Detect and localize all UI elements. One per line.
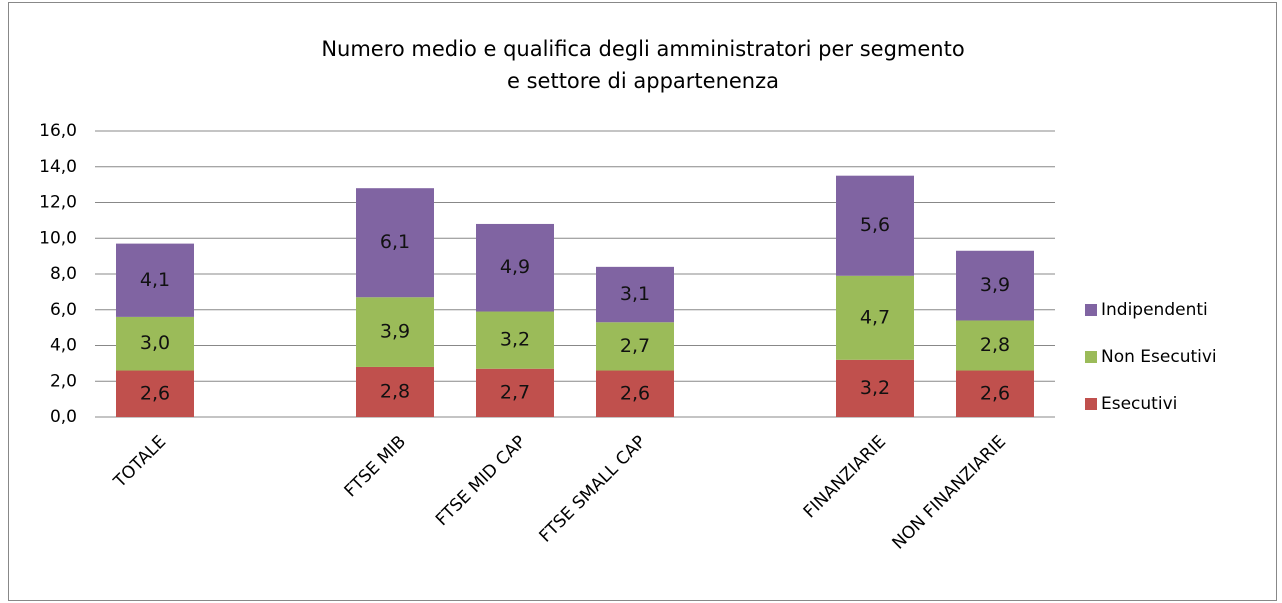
bar-segment — [596, 322, 674, 371]
bar-segment — [476, 368, 554, 417]
bar-segment — [476, 311, 554, 369]
legend-swatch — [1085, 304, 1097, 316]
data-label: 2,7 — [500, 381, 530, 403]
data-label: 2,6 — [620, 382, 650, 404]
y-tick-label: 16,0 — [39, 121, 77, 141]
bar-segment — [116, 370, 194, 417]
bar-segment — [116, 316, 194, 371]
data-label: 6,1 — [380, 231, 410, 253]
data-label: 3,1 — [620, 283, 650, 305]
chart-title: Numero medio e qualifica degli amministr… — [321, 37, 964, 61]
data-label: 3,9 — [380, 321, 410, 343]
data-label: 3,2 — [860, 377, 890, 399]
bar-segment — [836, 275, 914, 360]
legend-label: Indipendenti — [1101, 300, 1208, 320]
y-tick-label: 8,0 — [50, 264, 77, 284]
legend-swatch — [1085, 398, 1097, 410]
bar-segment — [356, 366, 434, 417]
data-label: 3,2 — [500, 329, 530, 351]
data-label: 2,6 — [980, 382, 1010, 404]
data-label: 2,8 — [980, 334, 1010, 356]
bar-segment — [356, 297, 434, 367]
legend-label: Esecutivi — [1101, 394, 1177, 414]
bar-segment — [116, 243, 194, 317]
legend-swatch — [1085, 351, 1097, 363]
y-tick-label: 2,0 — [50, 371, 77, 391]
data-label: 5,6 — [860, 214, 890, 236]
data-label: 2,6 — [140, 382, 170, 404]
data-label: 4,9 — [500, 256, 530, 278]
bar-segment — [596, 266, 674, 323]
data-label: 2,8 — [380, 380, 410, 402]
y-tick-label: 0,0 — [50, 407, 77, 427]
data-label: 2,7 — [620, 335, 650, 357]
bar-segment — [476, 223, 554, 312]
y-tick-label: 12,0 — [39, 193, 77, 213]
data-label: 4,7 — [860, 306, 890, 328]
bar-segment — [956, 370, 1034, 417]
y-tick-label: 10,0 — [39, 228, 77, 248]
data-label: 3,0 — [140, 332, 170, 354]
bar-segment — [956, 320, 1034, 371]
y-tick-label: 4,0 — [50, 336, 77, 356]
bar-segment — [956, 250, 1034, 321]
data-label: 3,9 — [980, 274, 1010, 296]
y-tick-label: 6,0 — [50, 300, 77, 320]
data-label: 4,1 — [140, 269, 170, 291]
chart-title: e settore di appartenenza — [507, 69, 779, 93]
bar-segment — [596, 370, 674, 417]
y-tick-label: 14,0 — [39, 157, 77, 177]
bar-segment — [356, 188, 434, 298]
legend-label: Non Esecutivi — [1101, 347, 1217, 367]
bar-segment — [836, 359, 914, 417]
bar-segment — [836, 175, 914, 276]
